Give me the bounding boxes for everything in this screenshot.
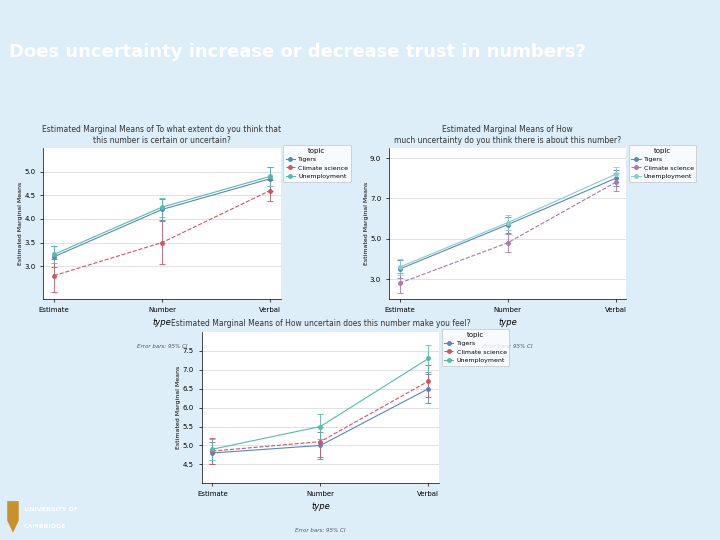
Text: Error bars: 95% CI: Error bars: 95% CI	[295, 528, 346, 532]
Text: UNIVERSITY OF: UNIVERSITY OF	[24, 508, 78, 512]
Title: Estimated Marginal Means of To what extent do you think that
this number is cert: Estimated Marginal Means of To what exte…	[42, 125, 282, 145]
X-axis label: type: type	[153, 319, 171, 327]
Text: CAMBRIDGE: CAMBRIDGE	[24, 524, 66, 529]
Y-axis label: Estimated Marginal Means: Estimated Marginal Means	[18, 182, 23, 265]
Title: Estimated Marginal Means of How uncertain does this number make you feel?: Estimated Marginal Means of How uncertai…	[171, 320, 470, 328]
Y-axis label: Estimated Marginal Means: Estimated Marginal Means	[364, 182, 369, 265]
Legend: Tigers, Climate science, Unemployment: Tigers, Climate science, Unemployment	[441, 329, 509, 366]
Text: Does uncertainty increase or decrease trust in numbers?: Does uncertainty increase or decrease tr…	[9, 44, 585, 62]
Y-axis label: Estimated Marginal Means: Estimated Marginal Means	[176, 366, 181, 449]
Legend: Tigers, Climate science, Unemployment: Tigers, Climate science, Unemployment	[629, 145, 696, 181]
Title: Estimated Marginal Means of How
much uncertainty do you think there is about thi: Estimated Marginal Means of How much unc…	[394, 125, 621, 145]
X-axis label: type: type	[498, 319, 517, 327]
Legend: Tigers, Climate science, Unemployment: Tigers, Climate science, Unemployment	[283, 145, 351, 181]
Text: Error bars: 95% CI: Error bars: 95% CI	[482, 343, 533, 349]
X-axis label: type: type	[311, 502, 330, 511]
Text: Error bars: 95% CI: Error bars: 95% CI	[137, 343, 187, 349]
Polygon shape	[7, 501, 19, 532]
